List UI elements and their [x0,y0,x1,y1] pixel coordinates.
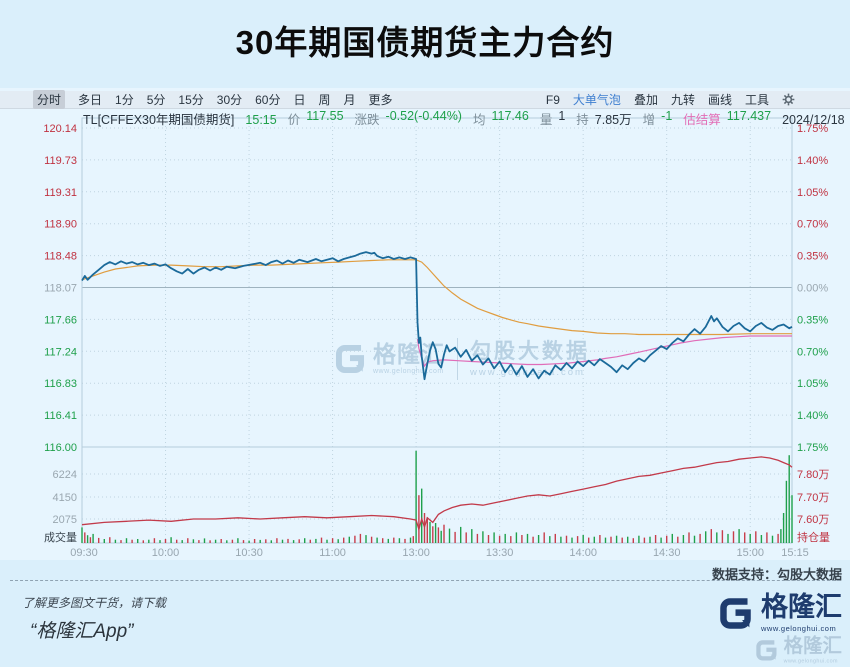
change-group: 涨跌 -0.52(-0.44%) [354,109,462,127]
draw-line-button[interactable]: 画线 [707,93,732,107]
tools-button[interactable]: 工具 [744,93,769,107]
nine-turn-button[interactable]: 九转 [670,93,695,107]
big-order-bubble-button[interactable]: 大单气泡 [572,93,621,107]
open-interest: 7.85万 [594,113,632,127]
quote-info-bar: TL[CFFEX30年期国债期货] 15:15 价 117.55 涨跌 -0.52(… [83,109,845,128]
tab-month[interactable]: 月 [343,93,356,107]
quote-time: 15:15 [245,113,277,127]
corner-watermark-logo: 格隆汇 www.gelonghui.com [754,636,842,664]
tab-60min[interactable]: 60分 [255,93,281,107]
tab-15min[interactable]: 15分 [178,93,204,107]
watermark-divider [457,338,458,380]
contract-symbol: TL[CFFEX30年期国债期货] [83,113,235,127]
tab-30min[interactable]: 30分 [216,93,243,107]
oi-change-group: 增 -1 [642,109,673,127]
avg-group: 均 117.46 [472,109,529,127]
gelonghui-g-icon [756,639,777,661]
est-settle-group: 估结算 117.437 [683,109,772,127]
tool-buttons: F9 大单气泡 叠加 九转 画线 工具 [546,91,850,108]
chart-background [0,88,850,560]
dashed-divider [10,580,840,581]
tab-1min[interactable]: 1分 [115,93,134,107]
tab-multiday[interactable]: 多日 [78,93,103,107]
gear-icon[interactable] [782,93,795,106]
tab-day[interactable]: 日 [293,93,306,107]
chart-toolbar: 分时 多日 1分 5分 15分 30分 60分 日 周 月 更多 F9 大单气泡… [0,90,850,109]
overlay-button[interactable]: 叠加 [633,93,658,107]
est-settle-value: 117.437 [726,109,772,123]
tab-more[interactable]: 更多 [368,93,393,107]
gelonghui-g-icon [335,344,365,374]
tab-intraday[interactable]: 分时 [33,90,66,109]
open-interest-group: 持 7.85万 [576,109,631,128]
trade-date: 2024/12/18 [782,113,845,127]
tab-5min[interactable]: 5分 [146,93,166,107]
avg-price: 117.46 [491,109,529,123]
last-volume: 1 [558,109,566,123]
gelonghui-g-icon [720,598,751,629]
price-group: 价 117.55 [287,109,344,127]
gelonghui-logo: 格隆汇 www.gelonghui.com [717,594,842,633]
data-support-note: 数据支持：勾股大数据 [711,567,842,582]
app-name: “格隆汇App” [30,621,134,642]
period-tabs: 分时 多日 1分 5分 15分 30分 60分 日 周 月 更多 [33,90,393,109]
app-promo: 了解更多图文干货，请下载 “格隆汇App” [22,596,167,642]
price-change: -0.52(-0.44%) [385,109,462,123]
tab-week[interactable]: 周 [318,93,331,107]
watermark-brand-logo: 格隆汇 www.gelonghui.com [333,342,445,376]
oi-change: -1 [661,109,673,123]
watermark-data-brand: 勾股大数据 www.gogudata.com [470,339,590,378]
f9-button[interactable]: F9 [545,92,560,107]
last-price: 117.55 [306,109,344,123]
center-watermark: 格隆汇 www.gelonghui.com 勾股大数据 www.gogudata… [333,338,590,380]
page-title: 30年期国债期货主力合约 [235,24,615,61]
